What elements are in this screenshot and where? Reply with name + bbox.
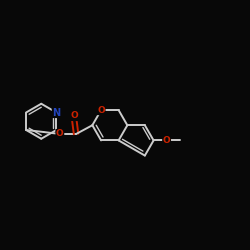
Text: O: O: [56, 130, 64, 138]
Text: O: O: [163, 136, 170, 145]
Text: N: N: [52, 108, 60, 118]
Text: O: O: [70, 112, 78, 120]
Text: O: O: [97, 106, 105, 114]
